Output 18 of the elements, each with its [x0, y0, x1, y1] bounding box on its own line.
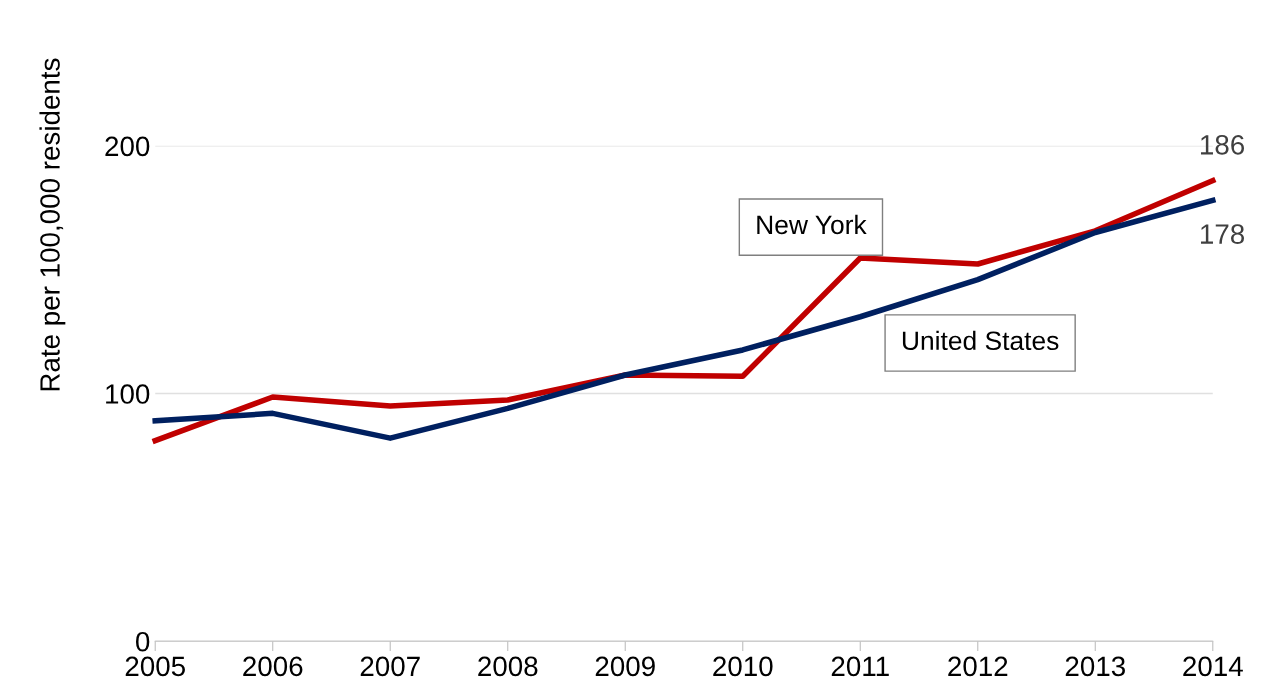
x-tick-label: 2012 — [948, 656, 1008, 677]
y-tick-label: 200 — [105, 136, 150, 157]
y-tick-label: 0 — [136, 631, 150, 652]
x-tick-label: 2007 — [360, 656, 420, 677]
data-label: 186 — [1201, 134, 1245, 155]
y-tick-label: 100 — [106, 384, 150, 404]
x-tick-label: 2011 — [831, 656, 889, 677]
x-tick-label: 2006 — [243, 656, 303, 677]
x-tick-label: 2009 — [595, 656, 655, 677]
series-label: United States — [902, 330, 1059, 351]
y-axis-title: Rate per 100,000 residents — [39, 58, 66, 391]
x-tick-label: 2010 — [713, 656, 773, 677]
x-tick-label: 2014 — [1183, 656, 1243, 677]
x-tick-label: 2013 — [1065, 656, 1125, 677]
x-tick-label: 2005 — [125, 656, 185, 677]
series-label: New York — [757, 214, 867, 235]
x-tick-label: 2008 — [478, 656, 538, 677]
data-label: 178 — [1201, 224, 1245, 244]
